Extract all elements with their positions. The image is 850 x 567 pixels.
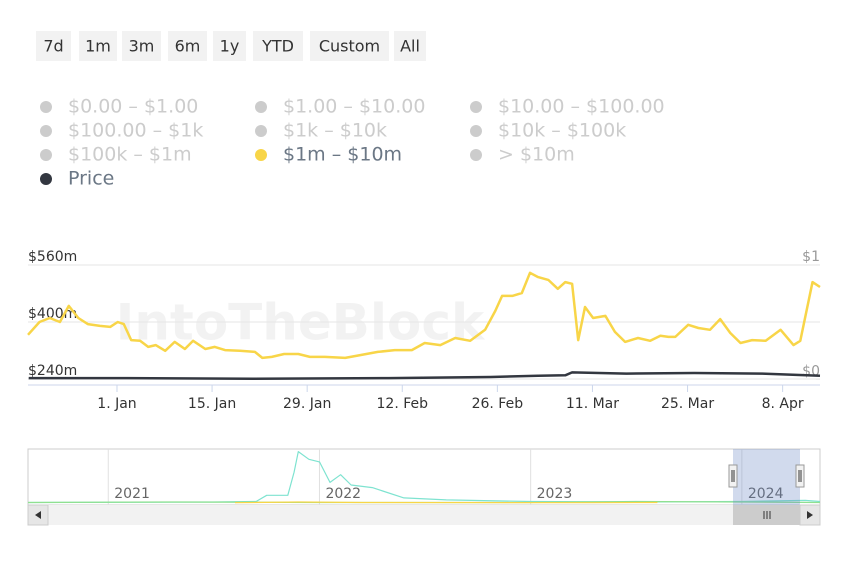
navigator-tick-label: 2022 bbox=[325, 486, 361, 502]
legend-marker[interactable] bbox=[470, 125, 482, 137]
scrollbar-right-arrow bbox=[807, 511, 813, 519]
navigator-selection[interactable] bbox=[733, 449, 800, 505]
range-button[interactable] bbox=[36, 31, 71, 61]
legend-marker[interactable] bbox=[40, 149, 52, 161]
legend-label[interactable]: $1m – $10m bbox=[283, 144, 402, 166]
x-tick-label: 8. Apr bbox=[762, 396, 804, 412]
legend-label[interactable]: $1k – $10k bbox=[283, 120, 387, 142]
range-button-label[interactable]: 1y bbox=[220, 37, 240, 56]
range-button-label[interactable]: 1m bbox=[85, 37, 111, 56]
x-tick-label: 15. Jan bbox=[188, 396, 236, 412]
legend-label[interactable]: $100k – $1m bbox=[68, 144, 192, 166]
range-button-label[interactable]: All bbox=[400, 37, 420, 56]
range-button[interactable] bbox=[253, 31, 303, 61]
series-line bbox=[234, 501, 658, 504]
range-button[interactable] bbox=[394, 31, 426, 61]
legend-marker[interactable] bbox=[470, 149, 482, 161]
legend-label[interactable]: $1.00 – $10.00 bbox=[283, 96, 425, 118]
legend-marker[interactable] bbox=[470, 101, 482, 113]
y-tick-label: $240m bbox=[28, 363, 77, 379]
legend-marker[interactable] bbox=[255, 149, 267, 161]
legend-marker[interactable] bbox=[40, 101, 52, 113]
legend-label[interactable]: $0.00 – $1.00 bbox=[68, 96, 198, 118]
scrollbar-left-arrow bbox=[35, 511, 41, 519]
series-line bbox=[27, 271, 821, 360]
navigator-handle[interactable] bbox=[728, 464, 738, 488]
legend-marker[interactable] bbox=[255, 125, 267, 137]
range-button-label[interactable]: Custom bbox=[319, 37, 380, 56]
range-button-label[interactable]: 7d bbox=[43, 37, 63, 56]
legend-label[interactable]: $10.00 – $100.00 bbox=[498, 96, 665, 118]
range-button[interactable] bbox=[168, 31, 207, 61]
range-button-label[interactable]: YTD bbox=[261, 37, 294, 56]
navigator-tick-label: 2021 bbox=[114, 486, 150, 502]
series-line bbox=[28, 371, 821, 380]
x-tick-label: 25. Mar bbox=[661, 396, 714, 412]
legend-marker[interactable] bbox=[40, 125, 52, 137]
y-tick-label: $560m bbox=[28, 249, 77, 265]
navigator-handle[interactable] bbox=[795, 464, 805, 488]
legend-marker[interactable] bbox=[40, 173, 52, 185]
range-button[interactable] bbox=[122, 31, 161, 61]
range-button-label[interactable]: 6m bbox=[175, 37, 201, 56]
navigator-tick-label: 2023 bbox=[537, 486, 573, 502]
legend-label[interactable]: Price bbox=[68, 168, 114, 190]
x-tick-label: 26. Feb bbox=[472, 396, 524, 412]
range-button-label[interactable]: 3m bbox=[129, 37, 155, 56]
navigator-frame bbox=[27, 448, 821, 506]
navigator-tick-label: 2024 bbox=[748, 486, 784, 502]
x-tick-label: 29. Jan bbox=[283, 396, 331, 412]
x-tick-label: 12. Feb bbox=[377, 396, 429, 412]
range-button[interactable] bbox=[79, 31, 117, 61]
legend-marker[interactable] bbox=[255, 101, 267, 113]
legend-label[interactable]: > $10m bbox=[498, 144, 575, 166]
x-tick-label: 1. Jan bbox=[97, 396, 136, 412]
y2-tick-label: $1 bbox=[802, 249, 820, 265]
range-button[interactable] bbox=[213, 31, 246, 61]
x-tick-label: 11. Mar bbox=[566, 396, 619, 412]
legend-label[interactable]: $10k – $100k bbox=[498, 120, 626, 142]
range-button[interactable] bbox=[310, 31, 389, 61]
y-tick-label: $400m bbox=[28, 306, 77, 322]
scrollbar-track bbox=[28, 505, 820, 525]
legend-label[interactable]: $100.00 – $1k bbox=[68, 120, 203, 142]
